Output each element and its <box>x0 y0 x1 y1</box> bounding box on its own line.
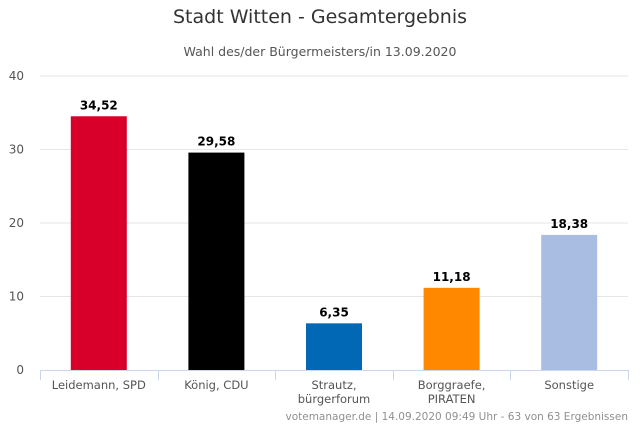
data-label: 11,18 <box>433 270 471 284</box>
y-tick-label: 10 <box>9 290 24 304</box>
chart-title: Stadt Witten - Gesamtergebnis <box>172 6 468 28</box>
credits-text[interactable]: votemanager.de | 14.09.2020 09:49 Uhr - … <box>285 411 628 423</box>
y-tick-label: 40 <box>9 69 24 83</box>
bar-1[interactable] <box>70 116 127 370</box>
chart-subtitle: Wahl des/der Bürgermeisters/in 13.09.202… <box>183 44 457 59</box>
x-tick-label: Strautz, <box>311 378 356 392</box>
data-label: 18,38 <box>550 217 588 231</box>
y-tick-label: 20 <box>9 216 24 230</box>
bar-5[interactable] <box>541 234 598 370</box>
x-tick-label: Sonstige <box>544 378 594 392</box>
x-tick-label: Borggraefe, <box>418 378 486 392</box>
bar-4[interactable] <box>423 287 480 370</box>
x-tick-label: Leidemann, SPD <box>52 378 146 392</box>
data-label: 34,52 <box>80 98 118 112</box>
bar-3[interactable] <box>306 323 362 370</box>
y-tick-label: 0 <box>16 363 24 377</box>
data-label: 29,58 <box>197 135 235 149</box>
y-tick-label: 30 <box>9 143 24 157</box>
bar-2[interactable] <box>188 152 245 370</box>
data-label: 6,35 <box>319 305 349 319</box>
x-tick-label: König, CDU <box>184 378 248 392</box>
x-tick-label: bürgerforum <box>298 392 371 406</box>
x-tick-label: PIRATEN <box>428 392 476 406</box>
